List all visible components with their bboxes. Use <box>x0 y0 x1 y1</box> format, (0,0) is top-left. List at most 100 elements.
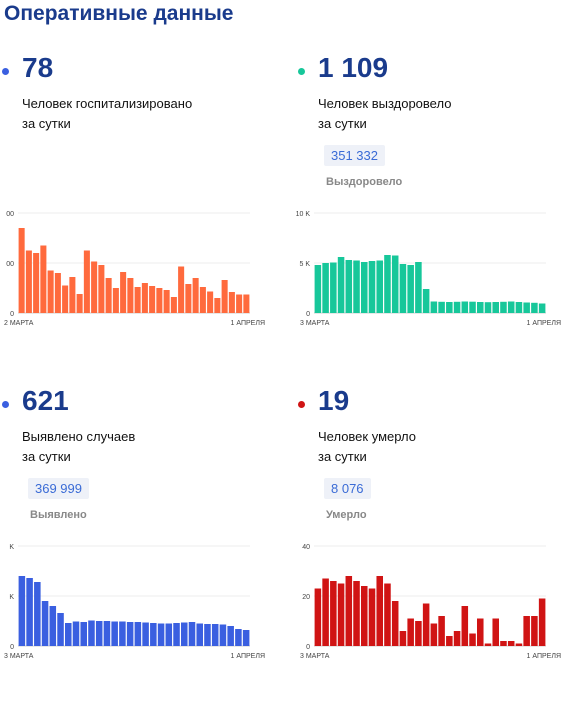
bar <box>515 302 523 313</box>
bar <box>322 263 329 313</box>
bar <box>469 633 476 646</box>
bar <box>453 301 461 313</box>
bar <box>62 285 69 313</box>
detected-total-badge: 369 999 <box>28 478 89 499</box>
bar <box>150 623 157 646</box>
y-tick-label: 0 <box>10 644 14 651</box>
bar <box>111 621 118 646</box>
bar <box>134 287 141 313</box>
detected-card: 621 Выявлено случаев за сутки 369 999 Вы… <box>0 385 280 715</box>
bar <box>422 289 430 313</box>
x-start-label: 3 МАРТА <box>300 320 330 327</box>
bar <box>47 270 54 313</box>
bar <box>515 643 523 646</box>
bar <box>407 265 414 313</box>
detected-description: Выявлено случаев за сутки <box>22 427 252 467</box>
bar <box>345 260 353 313</box>
bar <box>149 286 156 313</box>
bar <box>199 287 206 313</box>
bar <box>492 618 499 646</box>
detected-total-label: Выявлено <box>30 509 87 521</box>
bar <box>227 626 234 646</box>
bar <box>430 301 438 313</box>
bar <box>531 302 538 313</box>
bar <box>314 588 322 646</box>
recovered-desc-line2: за сутки <box>318 116 367 131</box>
hospitalized-description: Человек госпитализировано за сутки <box>22 94 252 134</box>
bar <box>141 283 148 313</box>
bar <box>49 606 57 646</box>
bar <box>415 262 422 313</box>
bar <box>18 576 26 646</box>
y-tick-label: 20 <box>302 594 310 601</box>
bar <box>76 294 83 313</box>
hospitalized-card: 78 Человек госпитализировано за сутки 00… <box>0 52 280 382</box>
bar <box>538 598 546 646</box>
y-tick-label: 0 <box>306 644 310 651</box>
bar <box>353 581 360 646</box>
bar <box>507 301 515 313</box>
bar <box>235 629 242 646</box>
deaths-count: 19 <box>318 385 350 416</box>
bar <box>391 601 399 646</box>
y-tick-label: 00 <box>6 261 14 268</box>
bar <box>170 297 177 313</box>
x-end-label: 1 АПРЕЛЯ <box>231 653 265 660</box>
bar <box>523 616 530 646</box>
bar <box>345 576 353 646</box>
bar <box>34 582 41 646</box>
bar <box>80 622 87 646</box>
bar <box>156 288 163 313</box>
y-tick-label: 10 K <box>296 211 311 218</box>
bar <box>188 622 196 646</box>
bar <box>430 623 438 646</box>
detected-desc-line2: за сутки <box>22 449 71 464</box>
bar <box>477 618 484 646</box>
bar <box>446 302 453 313</box>
bar <box>204 624 211 646</box>
bar <box>228 292 235 313</box>
recovered-total-badge: 351 332 <box>324 145 385 166</box>
bar <box>407 618 414 646</box>
bar <box>126 622 134 646</box>
bar <box>192 278 199 313</box>
bar <box>469 301 476 313</box>
detected-chart: K K 0 3 МАРТА 1 АПРЕЛЯ <box>4 544 265 660</box>
bar <box>33 253 40 313</box>
bar <box>127 278 134 313</box>
bar <box>103 621 111 646</box>
bar <box>422 603 430 646</box>
bar <box>399 264 407 313</box>
bar <box>134 622 142 646</box>
bar <box>399 631 407 646</box>
bar <box>18 228 25 313</box>
bar <box>391 255 399 313</box>
recovered-desc-line1: Человек выздоровело <box>318 96 452 111</box>
deaths-card: 19 Человек умерло за сутки 8 076 Умерло … <box>296 385 574 715</box>
bar <box>531 616 538 646</box>
deaths-total-badge: 8 076 <box>324 478 371 499</box>
bar <box>337 257 345 313</box>
bar <box>415 621 422 646</box>
deaths-desc-line1: Человек умерло <box>318 429 416 444</box>
bar <box>41 601 49 646</box>
y-tick-label: 0 <box>10 311 14 318</box>
bar <box>236 294 243 313</box>
hospitalized-count: 78 <box>22 52 54 83</box>
page-title: Оперативные данные <box>4 2 234 25</box>
bar <box>461 301 469 313</box>
deaths-chart: 40 20 0 3 МАРТА 1 АПРЕЛЯ <box>300 544 561 660</box>
x-end-label: 1 АПРЕЛЯ <box>527 320 561 327</box>
x-end-label: 1 АПРЕЛЯ <box>527 653 561 660</box>
bar <box>83 250 90 313</box>
bar <box>98 265 105 313</box>
bar <box>91 261 98 313</box>
bar <box>438 301 445 313</box>
bar <box>26 578 33 646</box>
bar <box>376 260 383 313</box>
bar <box>119 621 126 646</box>
detected-dot-icon <box>2 401 9 408</box>
bar <box>330 581 337 646</box>
hospitalized-desc-line2: за сутки <box>22 116 71 131</box>
bar <box>353 260 360 313</box>
